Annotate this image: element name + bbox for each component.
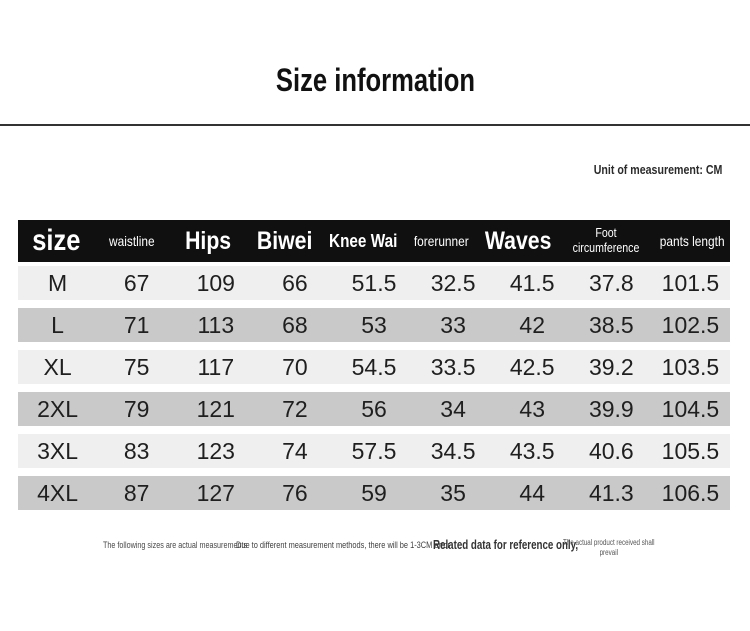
value-cell: 127	[196, 480, 235, 506]
header-cell-foot-circumference: Foot circumference	[572, 226, 640, 255]
footnote-reference-only: Related data for reference only,	[433, 537, 579, 552]
value-cell: 75	[123, 354, 150, 380]
value-cell: 68	[282, 312, 308, 338]
header-cell-pants-length: pants length	[659, 233, 725, 249]
value-cell: 53	[361, 312, 387, 338]
value-cell: 39.9	[588, 396, 634, 422]
value-cell: 35	[440, 480, 466, 506]
value-cell: 101.5	[661, 270, 720, 296]
value-cell: 51.5	[351, 270, 397, 296]
value-cell: 117	[197, 354, 235, 380]
value-cell: 34	[440, 396, 466, 422]
value-cell: 79	[123, 396, 150, 422]
value-cell: 56	[361, 396, 387, 422]
footnote-measurements: The following sizes are actual measureme…	[103, 540, 248, 550]
value-cell: 41.3	[588, 480, 634, 506]
header-cell-waves: Waves	[485, 226, 552, 255]
table-row-xl: XL 75 117 70 54.5 33.5 42.5 39.2 103.5	[18, 350, 730, 384]
value-cell: 43.5	[509, 438, 555, 464]
value-cell: 72	[282, 396, 308, 422]
value-cell: 42	[519, 312, 545, 338]
value-cell: 59	[361, 480, 387, 506]
table-row-m: M 67 109 66 51.5 32.5 41.5 37.8 101.5	[18, 266, 730, 300]
title-divider	[0, 124, 750, 126]
unit-note-text: Unit of measurement: CM	[593, 163, 722, 177]
size-label-cell: 3XL	[37, 438, 79, 464]
value-cell: 38.5	[588, 312, 634, 338]
value-cell: 41.5	[509, 270, 555, 296]
value-cell: 121	[196, 396, 235, 422]
value-cell: 66	[282, 270, 308, 296]
value-cell: 123	[196, 438, 235, 464]
header-cell-forerunner: forerunner	[413, 233, 469, 249]
value-cell: 87	[123, 480, 150, 506]
header-cell-biwei: Biwei	[256, 226, 313, 255]
value-cell: 103.5	[661, 354, 720, 380]
table-row-2xl: 2XL 79 121 72 56 34 43 39.9 104.5	[18, 392, 730, 426]
size-label-cell: 2XL	[37, 396, 79, 422]
header-cell-waistline: waistline	[109, 233, 156, 249]
table-header-row: size waistline Hips Biwei Knee Wai forerunner…	[18, 220, 730, 262]
size-label-cell: 4XL	[37, 480, 79, 506]
value-cell: 102.5	[661, 312, 720, 338]
value-cell: 71	[123, 312, 150, 338]
page-title: Size information	[0, 60, 750, 100]
value-cell: 76	[282, 480, 308, 506]
size-label-cell: L	[51, 312, 64, 338]
footnote-actual-product: The actual product received shall prevai…	[563, 538, 655, 557]
header-cell-knee-wai: Knee Wai	[328, 230, 398, 251]
value-cell: 44	[519, 480, 545, 506]
header-cell-hips: Hips	[185, 226, 232, 255]
table-row-4xl: 4XL 87 127 76 59 35 44 41.3 106.5	[18, 476, 730, 510]
value-cell: 113	[197, 312, 235, 338]
value-cell: 67	[123, 270, 150, 296]
size-label-cell: M	[47, 270, 68, 296]
value-cell: 83	[123, 438, 150, 464]
value-cell: 42.5	[509, 354, 555, 380]
page-title-text: Size information	[275, 62, 475, 98]
value-cell: 74	[282, 438, 308, 464]
value-cell: 54.5	[351, 354, 397, 380]
unit-note: Unit of measurement: CM	[571, 162, 722, 178]
value-cell: 39.2	[588, 354, 634, 380]
header-cell-size: size	[31, 224, 81, 257]
value-cell: 40.6	[588, 438, 634, 464]
value-cell: 105.5	[661, 438, 720, 464]
table-body: M 67 109 66 51.5 32.5 41.5 37.8 101.5 L 71 113 68 53 3…	[18, 266, 730, 510]
value-cell: 109	[196, 270, 235, 296]
value-cell: 57.5	[351, 438, 397, 464]
value-cell: 43	[519, 396, 545, 422]
table-row-3xl: 3XL 83 123 74 57.5 34.5 43.5 40.6 105.5	[18, 434, 730, 468]
value-cell: 33.5	[430, 354, 476, 380]
footnote-error-range: Due to different measurement methods, th…	[236, 540, 451, 551]
value-cell: 106.5	[661, 480, 720, 506]
size-label-cell: XL	[43, 354, 72, 380]
value-cell: 70	[282, 354, 308, 380]
value-cell: 104.5	[661, 396, 720, 422]
table-row-l: L 71 113 68 53 33 42 38.5 102.5	[18, 308, 730, 342]
size-table: size waistline Hips Biwei Knee Wai forerunner…	[18, 220, 730, 518]
value-cell: 33	[440, 312, 466, 338]
value-cell: 37.8	[588, 270, 634, 296]
value-cell: 34.5	[430, 438, 476, 464]
value-cell: 32.5	[430, 270, 476, 296]
